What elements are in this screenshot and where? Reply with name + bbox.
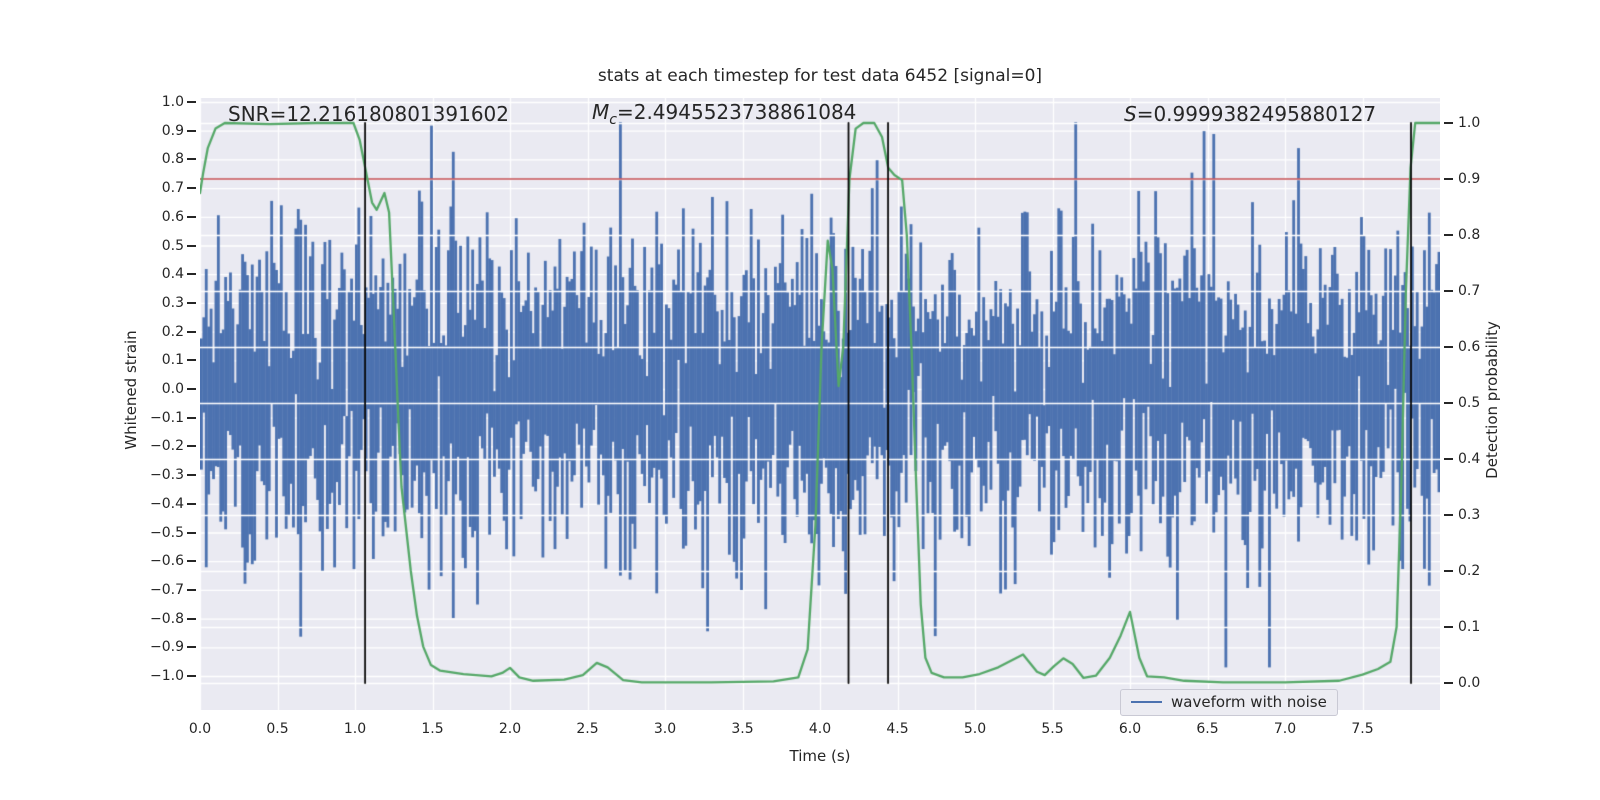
y-left-tick-mark [187,359,196,362]
x-tick-label: 3.5 [731,721,754,737]
annotation-snr: SNR=12.216180801391602 [228,102,509,126]
plot-area [200,98,1440,710]
plot-canvas [200,98,1440,710]
x-tick-label: 4.0 [808,721,832,737]
y-right-tick-mark [1444,570,1453,572]
y-right-tick-label: 0.5 [1458,395,1481,411]
y-left-tick-label: 0.3 [161,294,184,311]
y-right-tick-label: 0.0 [1458,675,1481,691]
y-left-tick-mark [187,187,196,190]
y-left-tick-mark [187,531,196,534]
y-left-tick-mark [187,560,196,563]
legend-line-sample [1131,701,1162,703]
y-right-tick-mark [1444,234,1453,236]
y-left-tick-mark [187,675,196,677]
x-tick-label: 0.0 [188,721,212,737]
y-left-tick-mark [187,101,196,103]
y-right-tick-label: 0.7 [1458,283,1481,299]
y-left-tick-label: −1.0 [150,668,184,684]
x-tick-label: 7.5 [1351,721,1374,737]
y-left-tick-mark [187,445,196,448]
y-right-tick-mark [1444,682,1453,684]
annotation-stat: S=0.9999382495880127 [1124,102,1377,126]
y-left-tick-mark [187,388,196,390]
y-right-tick-mark [1444,514,1453,516]
chart-title: stats at each timestep for test data 645… [597,66,1043,86]
x-tick-label: 5.0 [963,721,987,737]
y-right-tick-mark [1444,402,1453,404]
y-left-tick-label: −0.2 [150,438,184,455]
y-right-tick-mark [1444,122,1453,124]
y-left-tick-mark [187,502,196,505]
y-left-tick-label: −0.9 [150,639,184,656]
legend: waveform with noise [1120,689,1338,716]
y-left-tick-mark [187,330,196,333]
y-left-tick-mark [187,416,196,419]
y-left-tick-mark [187,301,196,304]
x-tick-label: 6.0 [1118,721,1142,737]
x-tick-label: 5.5 [1041,721,1064,737]
y-left-tick-mark [187,646,196,649]
y-left-tick-label: −0.3 [150,467,184,484]
y-left-tick-label: −0.8 [150,610,184,627]
y-right-tick-label: 0.6 [1458,339,1481,355]
y-left-tick-label: −0.7 [150,581,184,598]
y-left-tick-mark [187,244,196,247]
y-left-tick-label: 0.5 [161,237,184,254]
y-right-tick-mark [1444,458,1453,460]
x-tick-label: 2.0 [498,721,522,737]
y-right-tick-label: 0.3 [1458,507,1481,523]
x-tick-label: 1.5 [421,721,444,737]
y-left-tick-label: −0.4 [150,495,184,512]
y-right-tick-label: 0.8 [1458,227,1481,243]
y-right-tick-label: 0.2 [1458,563,1481,579]
y-right-tick-label: 0.4 [1458,451,1481,467]
x-tick-label: 1.0 [343,721,367,737]
y-left-tick-label: 1.0 [161,94,184,110]
y-left-tick-label: −0.5 [150,524,184,541]
y-left-tick-mark [187,474,196,477]
x-tick-label: 6.5 [1196,721,1219,737]
y-left-tick-label: 0.9 [161,122,184,139]
y-right-tick-mark [1444,626,1453,628]
y-left-tick-mark [187,215,196,218]
y-left-tick-label: 0.2 [161,323,184,340]
y-right-tick-label: 0.1 [1458,619,1481,635]
y-left-tick-label: 0.7 [161,180,184,197]
annotation-chirp-mass: Mc=2.4945523738861084 [592,100,857,128]
x-axis-label: Time (s) [789,747,851,765]
y-left-tick-label: 0.1 [161,352,184,369]
x-tick-label: 4.5 [886,721,909,737]
y-right-tick-mark [1444,178,1453,180]
x-tick-label: 2.5 [576,721,599,737]
legend-label: waveform with noise [1171,693,1327,711]
x-tick-label: 3.0 [653,721,677,737]
y-left-tick-mark [187,129,196,132]
y-left-tick-label: −0.6 [150,553,184,570]
y-left-tick-label: 0.4 [161,266,184,283]
y-right-tick-mark [1444,290,1453,292]
y-left-tick-label: −0.1 [150,409,184,426]
y-right-tick-label: 0.9 [1458,171,1481,187]
x-tick-label: 0.5 [266,721,289,737]
y-left-tick-mark [187,588,196,591]
x-tick-label: 7.0 [1273,721,1297,737]
y-right-tick-label: 1.0 [1458,115,1481,131]
y-left-tick-label: 0.0 [161,381,184,397]
y-left-tick-mark [187,273,196,276]
y-left-tick-label: 0.8 [161,151,184,168]
y-left-tick-label: 0.6 [161,208,184,225]
y-left-tick-mark [187,617,196,620]
y-right-tick-mark [1444,346,1453,348]
y-left-tick-mark [187,158,196,161]
